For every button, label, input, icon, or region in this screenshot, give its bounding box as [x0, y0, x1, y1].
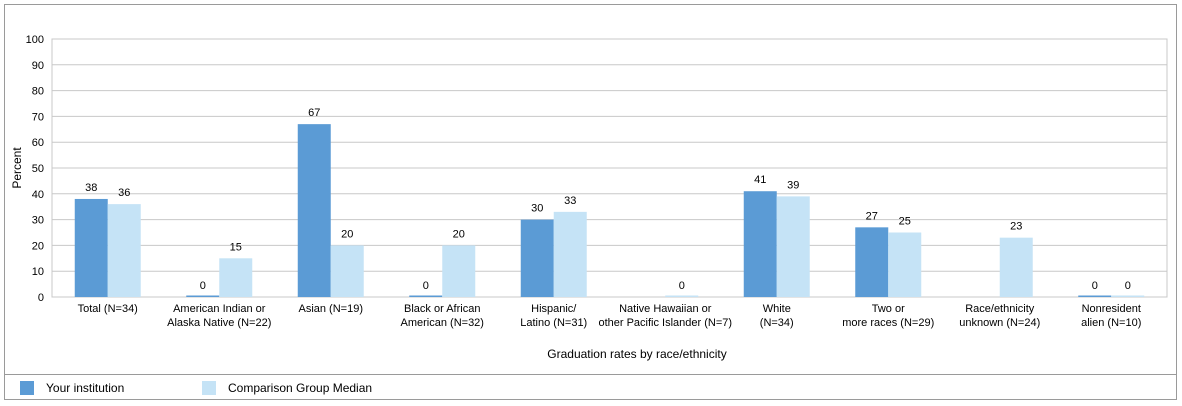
y-tick-label: 60	[32, 137, 44, 149]
data-label: 0	[679, 280, 685, 292]
bar-comparison-median	[553, 211, 587, 297]
legend-swatch	[202, 381, 216, 395]
data-label: 36	[118, 187, 130, 199]
bar-your-institution	[186, 295, 220, 297]
bars	[74, 124, 1145, 297]
bar-comparison-median	[888, 232, 922, 297]
bar-comparison-median	[665, 295, 699, 297]
y-tick-label: 80	[32, 86, 44, 98]
bar-comparison-median	[1111, 295, 1145, 297]
data-label: 25	[899, 216, 911, 228]
data-label: 41	[754, 174, 766, 186]
y-tick-label: 10	[32, 266, 44, 278]
bar-comparison-median	[442, 245, 476, 297]
legend-item-your-institution: Your institution	[20, 381, 124, 395]
chart-frame	[4, 4, 1177, 400]
y-tick-label: 70	[32, 111, 44, 123]
data-label: 33	[564, 195, 576, 207]
data-label: 20	[341, 228, 353, 240]
data-labels: 38 36 0 15 67 20 0 20 30 33 0 41 39 27 25 23 0 0	[85, 107, 1131, 292]
x-category-label: Native Hawaiian or other Pacific Islander…	[598, 303, 732, 329]
bar-comparison-median	[107, 204, 141, 297]
x-category-label: Nonresident alien (N=10)	[1081, 303, 1141, 329]
legend-label: Comparison Group Median	[228, 381, 373, 395]
bar-comparison-median	[776, 196, 810, 297]
legend-label: Your institution	[46, 381, 125, 395]
data-label: 0	[423, 280, 429, 292]
data-label: 23	[1010, 221, 1022, 233]
bar-comparison-median	[999, 237, 1033, 297]
bar-your-institution	[297, 124, 331, 297]
legend: Your institution Comparison Group Median	[4, 374, 1177, 400]
y-tick-label: 0	[38, 292, 44, 304]
data-label: 0	[1092, 280, 1098, 292]
x-category-label: Black or African American (N=32)	[401, 303, 484, 329]
y-tick-label: 20	[32, 240, 44, 252]
data-label: 39	[787, 179, 799, 191]
bar-your-institution	[855, 227, 889, 297]
y-tick-label: 30	[32, 215, 44, 227]
legend-swatch	[20, 381, 34, 395]
bar-your-institution	[74, 198, 108, 297]
data-label: 0	[1125, 280, 1131, 292]
y-tick-label: 40	[32, 189, 44, 201]
bar-your-institution	[520, 219, 554, 297]
data-label: 67	[308, 107, 320, 119]
plot-area-border	[51, 38, 1168, 298]
y-axis-title: Percent	[10, 147, 24, 189]
x-axis-categories: Total (N=34) American Indian or Alaska Nat…	[78, 303, 1142, 329]
y-tick-label: 90	[32, 60, 44, 72]
legend-item-comparison-median: Comparison Group Median	[202, 381, 372, 395]
x-category-label: Total (N=34)	[78, 303, 138, 315]
bar-comparison-median	[330, 245, 364, 297]
x-category-label: Asian (N=19)	[298, 303, 363, 315]
bar-your-institution	[1078, 295, 1112, 297]
x-axis-title: Graduation rates by race/ethnicity	[547, 347, 726, 361]
x-category-label: Hispanic/Latino (N=31)	[520, 303, 587, 329]
bar-comparison-median	[219, 258, 253, 297]
y-tick-label: 100	[26, 34, 44, 46]
data-label: 0	[200, 280, 206, 292]
data-label: 30	[531, 203, 543, 215]
x-category-label: American Indian or Alaska Native (N=22)	[167, 303, 271, 329]
y-axis-ticks: 0 10 20 30 40 50 60 70 80 90 100	[26, 34, 44, 304]
x-category-label: Two or more races (N=29)	[842, 303, 934, 329]
y-tick-label: 50	[32, 163, 44, 175]
bar-your-institution	[409, 295, 443, 297]
data-label: 38	[85, 182, 97, 194]
x-category-label: Race/ethnicity unknown (N=24)	[959, 303, 1040, 329]
data-label: 15	[230, 241, 242, 253]
data-label: 20	[453, 228, 465, 240]
x-category-label: White (N=34)	[760, 303, 794, 329]
data-label: 27	[866, 210, 878, 222]
bar-your-institution	[743, 191, 777, 297]
